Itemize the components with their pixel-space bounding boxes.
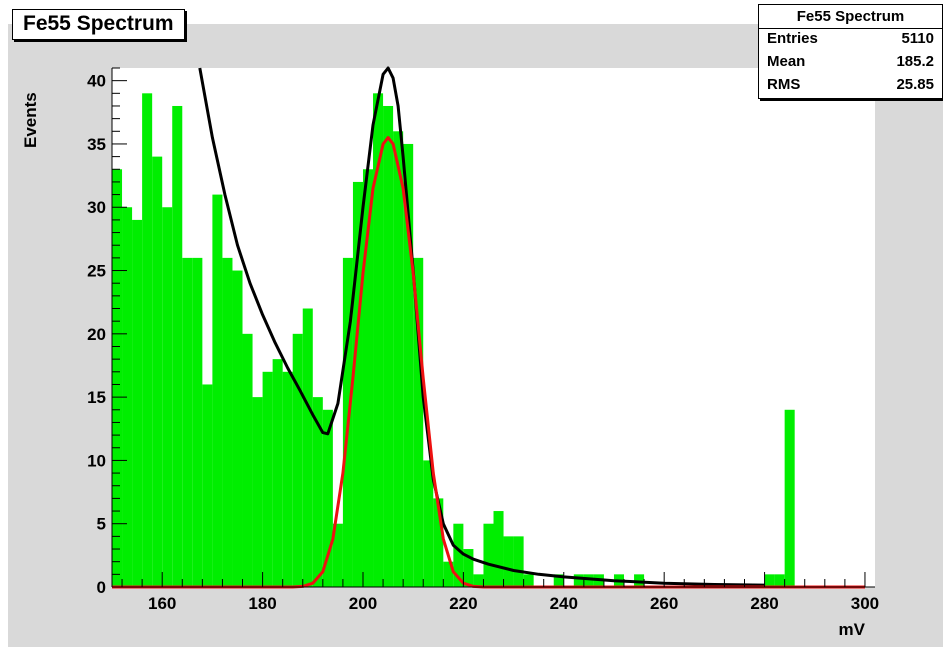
histogram-bar [393,131,404,588]
histogram-bar [182,257,193,587]
x-axis-label: mV [838,620,865,639]
histogram-bar [162,207,173,587]
stats-box: Fe55 Spectrum Entries 5110 Mean 185.2 RM… [758,4,943,99]
axes: 160 180 200 220 240 260 280 300 0 5 10 15 20 25 30 35 40 [87,67,879,613]
histogram-bar [302,308,313,587]
gaussian-peak-curve [112,136,865,589]
x-tick-label: 240 [550,594,578,613]
x-tick-label: 160 [148,594,176,613]
histogram-bar [443,561,454,587]
y-axis-label: Events [21,92,40,148]
y-tick-label: 5 [97,515,106,534]
histogram-bar [764,574,775,587]
x-tick-label: 220 [449,594,477,613]
histogram-bar [373,93,384,587]
histogram-bar [232,270,243,587]
stats-value: 25.85 [896,76,934,93]
histogram-bar [202,384,213,587]
histogram-bar [252,397,263,587]
histogram-bar [172,105,183,587]
histogram-bar [352,181,363,588]
histogram-bar [262,371,273,587]
stats-row-rms: RMS 25.85 [759,75,942,98]
histogram-bar [212,194,223,587]
histogram-bar [413,257,424,587]
histogram-bar [463,549,474,587]
histogram-bar [112,169,123,587]
histogram-bar [132,219,143,587]
stats-title: Fe55 Spectrum [759,5,942,29]
stats-value: 5110 [901,30,934,47]
histogram-bar [383,105,394,587]
stats-label: Mean [767,53,806,70]
histogram-bar [192,257,203,587]
histogram-bar [513,536,524,587]
y-tick-label: 15 [87,388,106,407]
histogram-bar [403,143,414,587]
histogram-bar [774,574,785,587]
histogram-bar [312,397,323,587]
y-tick-label: 30 [87,198,106,217]
histogram-bar [423,460,434,587]
histogram-bar [222,257,233,587]
histogram-bar [272,359,283,587]
x-tick-label: 300 [851,594,879,613]
histogram-bar [292,333,303,587]
fit-curves [112,66,865,589]
y-tick-label: 35 [87,135,106,154]
chart-title: Fe55 Spectrum [12,9,185,40]
histogram-bar [523,574,534,587]
y-tick-label: 25 [87,262,106,281]
histogram-bar [784,409,795,587]
histogram-bar [573,574,584,587]
total-fit-curve [198,66,765,587]
histogram-bars [112,93,795,588]
histogram-bar [473,574,484,587]
x-tick-label: 200 [349,594,377,613]
stats-label: Entries [767,30,818,47]
x-tick-label: 180 [248,594,276,613]
stats-value: 185.2 [896,53,934,70]
histogram-bar [282,371,293,587]
histogram-bar [122,207,133,587]
histogram-bar [583,574,594,587]
x-tick-label: 280 [750,594,778,613]
histogram-bar [483,523,494,587]
histogram-bar [332,523,343,587]
histogram-bar [433,498,444,587]
y-tick-label: 20 [87,325,106,344]
histogram-bar [362,169,374,587]
stats-row-mean: Mean 185.2 [759,52,942,75]
stats-label: RMS [767,76,801,93]
histogram-bar [553,574,564,587]
y-tick-label: 10 [87,451,106,470]
histogram-bar [453,523,464,587]
histogram-bar [493,511,504,587]
histogram-bar [322,409,333,587]
histogram-bar [152,156,163,588]
y-tick-label: 0 [97,578,106,597]
stats-row-entries: Entries 5110 [759,29,942,52]
histogram-bar [503,536,514,587]
y-tick-label: 40 [87,72,106,91]
histogram-bar [242,333,253,587]
x-tick-label: 260 [650,594,678,613]
histogram-bar [142,93,153,587]
